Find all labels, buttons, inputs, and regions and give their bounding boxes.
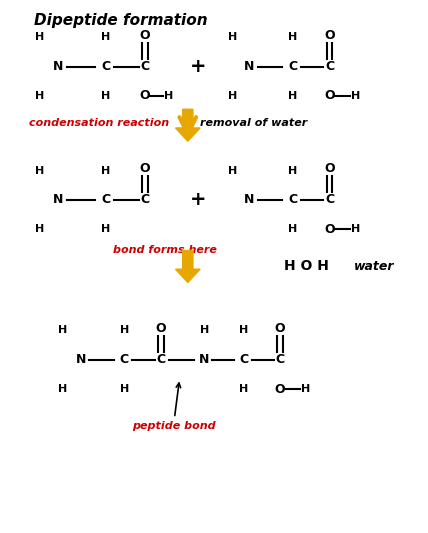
Text: H: H xyxy=(58,326,67,335)
Text: N: N xyxy=(199,353,209,366)
Text: peptide bond: peptide bond xyxy=(132,383,215,431)
Text: C: C xyxy=(276,353,285,366)
Text: H: H xyxy=(288,224,297,234)
Text: H: H xyxy=(239,326,249,335)
Text: C: C xyxy=(288,193,297,206)
Text: H: H xyxy=(36,166,45,175)
Text: N: N xyxy=(53,60,64,73)
Text: N: N xyxy=(244,193,255,206)
Text: H: H xyxy=(119,384,129,394)
Text: condensation reaction: condensation reaction xyxy=(29,118,169,127)
Text: C: C xyxy=(101,193,110,206)
FancyArrow shape xyxy=(175,109,200,141)
Text: H: H xyxy=(36,33,45,42)
Text: C: C xyxy=(119,353,129,366)
Text: O: O xyxy=(140,29,150,42)
Text: removal of water: removal of water xyxy=(200,118,307,127)
Text: H: H xyxy=(351,91,360,101)
Text: Dipeptide formation: Dipeptide formation xyxy=(34,13,208,28)
Text: O: O xyxy=(324,223,335,236)
Text: C: C xyxy=(140,193,149,206)
Text: H: H xyxy=(101,33,110,42)
Text: +: + xyxy=(190,190,206,209)
Text: O: O xyxy=(156,322,166,335)
Text: H: H xyxy=(58,384,67,394)
Text: H: H xyxy=(101,224,110,234)
Text: H: H xyxy=(288,33,297,42)
Text: O: O xyxy=(275,383,285,395)
Text: C: C xyxy=(157,353,166,366)
Text: H: H xyxy=(36,91,45,101)
Text: bond forms here: bond forms here xyxy=(113,245,217,255)
Text: O: O xyxy=(140,90,150,102)
Text: O: O xyxy=(140,163,150,175)
Text: O: O xyxy=(324,29,335,42)
Text: C: C xyxy=(140,60,149,73)
Text: C: C xyxy=(240,353,249,366)
Text: H: H xyxy=(229,166,238,175)
Text: C: C xyxy=(325,193,334,206)
Text: H: H xyxy=(351,224,360,234)
Text: N: N xyxy=(76,353,86,366)
Text: water: water xyxy=(354,260,395,273)
Text: O: O xyxy=(275,322,285,335)
Text: H: H xyxy=(229,33,238,42)
Text: O: O xyxy=(324,163,335,175)
Text: O: O xyxy=(324,90,335,102)
Text: H: H xyxy=(288,166,297,175)
Text: C: C xyxy=(325,60,334,73)
Text: H: H xyxy=(199,326,209,335)
Text: N: N xyxy=(244,60,255,73)
Text: H: H xyxy=(229,91,238,101)
Text: H: H xyxy=(288,91,297,101)
Text: N: N xyxy=(53,193,64,206)
Text: H: H xyxy=(164,91,173,101)
Text: H: H xyxy=(101,166,110,175)
Text: H: H xyxy=(239,384,249,394)
FancyArrow shape xyxy=(175,251,200,282)
Text: H: H xyxy=(36,224,45,234)
Text: C: C xyxy=(101,60,110,73)
Text: H: H xyxy=(101,91,110,101)
Text: C: C xyxy=(288,60,297,73)
Text: +: + xyxy=(190,57,206,76)
Text: H: H xyxy=(301,384,310,394)
Text: H: H xyxy=(119,326,129,335)
Text: H O H: H O H xyxy=(284,260,329,273)
